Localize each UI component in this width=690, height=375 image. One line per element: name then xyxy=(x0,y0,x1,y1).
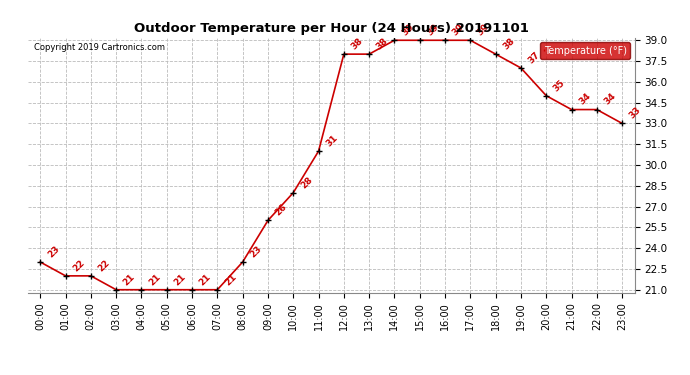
Text: 21: 21 xyxy=(121,272,137,287)
Text: 38: 38 xyxy=(349,36,364,51)
Text: 22: 22 xyxy=(97,258,112,273)
Text: 38: 38 xyxy=(501,36,516,51)
Text: 33: 33 xyxy=(628,105,643,121)
Text: 39: 39 xyxy=(400,22,415,38)
Legend: Temperature (°F): Temperature (°F) xyxy=(540,42,630,59)
Text: 21: 21 xyxy=(172,272,188,287)
Text: 37: 37 xyxy=(526,50,542,65)
Text: 21: 21 xyxy=(147,272,162,287)
Text: 21: 21 xyxy=(197,272,213,287)
Text: 38: 38 xyxy=(375,36,390,51)
Text: 22: 22 xyxy=(71,258,86,273)
Text: 21: 21 xyxy=(223,272,238,287)
Text: 34: 34 xyxy=(602,92,618,107)
Text: 23: 23 xyxy=(248,244,264,259)
Text: 26: 26 xyxy=(273,202,288,217)
Text: 35: 35 xyxy=(552,78,567,93)
Text: 31: 31 xyxy=(324,133,339,148)
Text: 28: 28 xyxy=(299,175,314,190)
Text: 23: 23 xyxy=(46,244,61,259)
Text: 39: 39 xyxy=(425,22,441,38)
Text: 39: 39 xyxy=(451,22,466,38)
Text: Copyright 2019 Cartronics.com: Copyright 2019 Cartronics.com xyxy=(34,43,165,52)
Text: 34: 34 xyxy=(577,92,593,107)
Title: Outdoor Temperature per Hour (24 Hours) 20191101: Outdoor Temperature per Hour (24 Hours) … xyxy=(134,22,529,35)
Text: 39: 39 xyxy=(476,22,491,38)
